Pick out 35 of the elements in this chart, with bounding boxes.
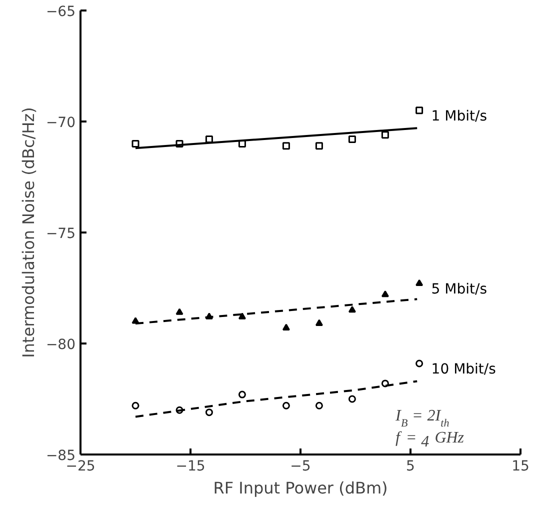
series-label: 10 Mbit/s [431, 361, 496, 378]
x-tick-label: −5 [290, 458, 311, 474]
point [315, 142, 323, 150]
point [238, 390, 246, 398]
point [132, 140, 140, 148]
point [416, 360, 424, 368]
annotation: f = 4 GHz [396, 430, 465, 450]
y-tick-label: −65 [46, 4, 76, 20]
point [238, 312, 246, 320]
point [381, 131, 389, 139]
point [348, 306, 356, 313]
x-tick-label: 15 [512, 458, 530, 474]
point [132, 402, 140, 410]
point [348, 136, 356, 144]
y-axis-title: Intermodulation Noise (dBc/Hz) [18, 107, 38, 358]
point [282, 324, 290, 330]
x-tick-label: −15 [176, 458, 206, 474]
point [176, 308, 184, 315]
point [315, 319, 323, 326]
point [381, 290, 389, 298]
series-label: 1 Mbit/s [431, 108, 488, 124]
point [282, 402, 290, 410]
point [282, 142, 290, 150]
point [416, 279, 424, 286]
y-tick-label: −80 [46, 337, 76, 353]
point [416, 106, 424, 114]
point [205, 408, 213, 416]
y-tick-label: −70 [46, 115, 76, 131]
point [132, 317, 140, 324]
x-tick-label: 5 [406, 458, 415, 474]
point [315, 402, 323, 410]
x-axis-title: RF Input Power (dBm) [213, 478, 388, 498]
point [348, 395, 356, 403]
series-label: 5 Mbit/s [431, 282, 488, 298]
y-tick-label: −75 [46, 226, 76, 242]
